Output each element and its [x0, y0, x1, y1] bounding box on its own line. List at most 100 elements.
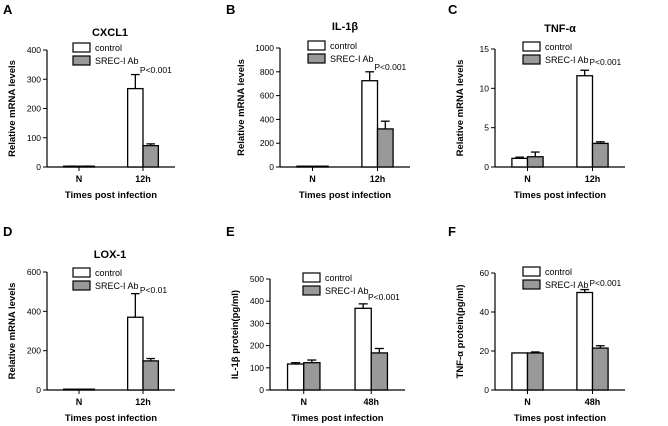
legend-label-srec: SREC-I Ab	[545, 55, 589, 65]
legend-label-control: control	[545, 42, 572, 52]
chart-panel-f: F 0 20 40 60 TNF-α protein(pg/ml) Times post i…	[448, 224, 625, 424]
legend-label-control: control	[95, 43, 122, 53]
bar-srec-n	[526, 352, 544, 391]
y-tick-label: 400	[27, 306, 41, 316]
y-tick-label: 200	[250, 341, 264, 351]
legend-swatch-srec	[522, 279, 541, 290]
x-tick-label: 12h	[135, 397, 151, 407]
chart-title: TNF-α	[544, 23, 576, 35]
legend-swatch-srec	[522, 54, 541, 65]
bar-control-n	[511, 157, 529, 168]
y-tick-label: 300	[250, 318, 264, 328]
y-tick-label: 40	[480, 307, 490, 317]
y-tick-label: 0	[484, 162, 489, 172]
x-axis-label: Times post infection	[514, 190, 606, 201]
bar-control-12h	[576, 75, 594, 168]
y-axis-label: Relative mRNA levels	[7, 283, 18, 380]
y-tick-label: 0	[484, 385, 489, 395]
bar-srec-n	[303, 362, 321, 391]
bar-srec-48h	[370, 352, 389, 391]
y-axis-label: Relative mRNA levels	[236, 59, 247, 156]
legend: control SREC-I Ab	[522, 266, 589, 290]
y-tick-label: 100	[250, 363, 264, 373]
y-tick-label: 600	[260, 91, 274, 101]
x-tick-label: 48h	[585, 397, 601, 407]
y-tick-label: 300	[27, 74, 41, 84]
chart-title: CXCL1	[92, 27, 128, 39]
legend: control SREC-I Ab	[302, 272, 369, 296]
legend-swatch-control	[302, 272, 321, 283]
legend-swatch-srec	[307, 53, 326, 64]
panel-label: C	[448, 2, 458, 17]
bar-srec-12h	[142, 360, 160, 391]
chart-title: IL-1β	[332, 21, 359, 33]
x-axis-label: Times post infection	[514, 413, 606, 424]
p-value-annotation: P<0.001	[374, 62, 406, 72]
legend-swatch-srec	[302, 285, 321, 296]
chart-panel-e: E 0 100 200 300 400 500 IL-1β protein(pg/ml) Tim…	[226, 224, 405, 424]
legend-swatch-control	[307, 40, 326, 51]
legend: control SREC-I Ab	[72, 267, 139, 291]
legend: control SREC-I Ab	[522, 41, 589, 65]
x-tick-label: N	[301, 397, 308, 407]
y-tick-label: 10	[480, 83, 490, 93]
legend-label-control: control	[545, 267, 572, 277]
p-value-annotation: P<0.001	[140, 65, 172, 75]
y-tick-label: 200	[260, 138, 274, 148]
legend: control SREC-I Ab	[307, 40, 374, 64]
legend-label-control: control	[330, 41, 357, 51]
panel-label: D	[3, 224, 12, 239]
y-tick-label: 1000	[255, 43, 274, 53]
x-axis-label: Times post infection	[291, 413, 383, 424]
x-tick-label: N	[76, 397, 83, 407]
y-tick-label: 800	[260, 67, 274, 77]
bar-control-n	[286, 363, 305, 391]
panel-label: B	[226, 2, 235, 17]
x-axis-label: Times post infection	[65, 413, 157, 424]
chart-panel-b: B IL-1β 0 200 400 600 800 1000 Relative mRNA lev…	[226, 2, 410, 201]
x-tick-label: N	[309, 174, 316, 184]
legend-swatch-control	[72, 267, 91, 278]
y-tick-label: 20	[480, 346, 490, 356]
y-tick-label: 100	[27, 133, 41, 143]
p-value-annotation: P<0.001	[589, 57, 621, 67]
x-axis-label: Times post infection	[299, 190, 391, 201]
y-axis-label: Relative mRNA levels	[7, 60, 18, 157]
legend-label-control: control	[325, 273, 352, 283]
bar-srec-n	[526, 156, 544, 168]
panel-label: F	[448, 224, 456, 239]
legend-label-control: control	[95, 268, 122, 278]
bar-srec-12h	[591, 142, 609, 168]
bar-control-12h	[126, 87, 144, 168]
y-tick-label: 200	[27, 346, 41, 356]
legend-label-srec: SREC-I Ab	[95, 56, 139, 66]
legend-swatch-control	[72, 42, 91, 53]
y-tick-label: 500	[250, 274, 264, 284]
p-value-annotation: P<0.001	[368, 292, 400, 302]
y-tick-label: 15	[480, 44, 490, 54]
y-tick-label: 60	[480, 268, 490, 278]
panel-label: E	[226, 224, 235, 239]
legend-swatch-control	[522, 266, 541, 277]
p-value-annotation: P<0.001	[589, 278, 621, 288]
bar-control-48h	[576, 291, 594, 391]
bar-srec-48h	[591, 347, 609, 391]
bar-control-48h	[354, 307, 372, 391]
panel-label: A	[3, 2, 13, 17]
legend: control SREC-I Ab	[72, 42, 139, 66]
x-tick-label: N	[524, 397, 531, 407]
y-axis-label: IL-1β protein(pg/ml)	[230, 290, 241, 379]
x-tick-label: N	[76, 174, 83, 184]
chart-panel-d: D LOX-1 0 200 400 600 Relative mRNA levels Time…	[3, 224, 175, 424]
bar-control-n	[511, 352, 529, 391]
bar-srec-12h	[142, 144, 160, 168]
chart-panel-c: C TNF-α 0 5 10 15 Relative mRNA levels Times po…	[448, 2, 625, 201]
y-tick-label: 0	[36, 162, 41, 172]
y-tick-label: 200	[27, 104, 41, 114]
legend-swatch-control	[522, 41, 541, 52]
x-tick-label: 12h	[585, 174, 601, 184]
y-tick-label: 0	[36, 385, 41, 395]
bar-control-12h	[361, 80, 379, 168]
y-axis-label: Relative mRNA levels	[455, 60, 466, 157]
